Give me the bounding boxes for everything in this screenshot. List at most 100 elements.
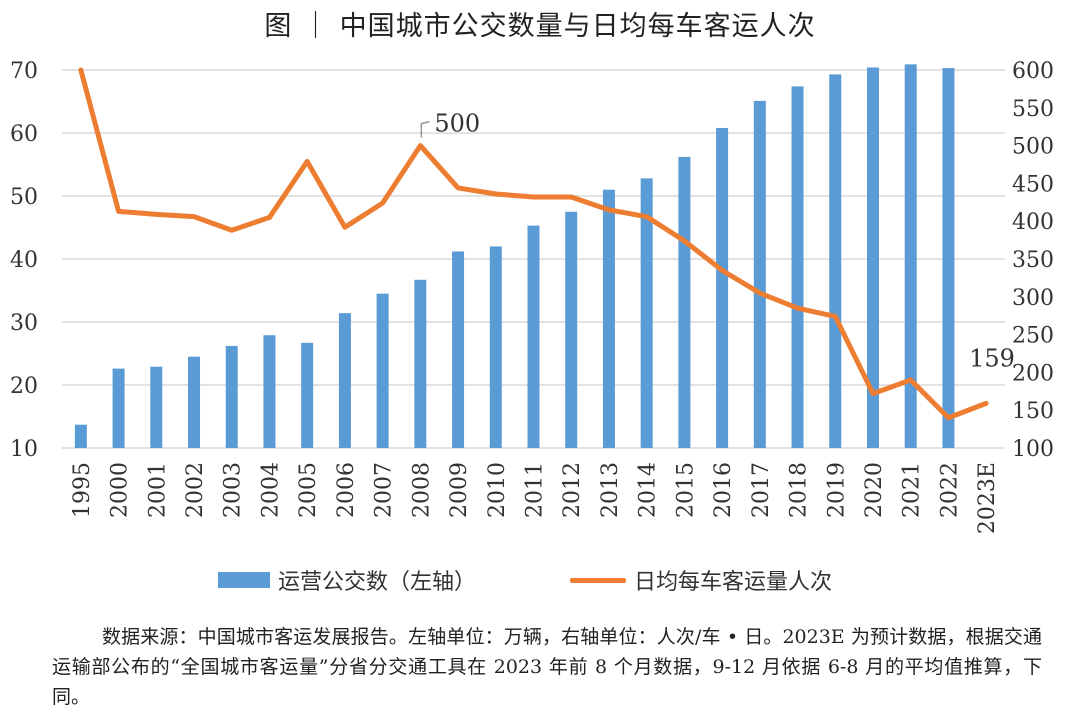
x-tick-label: 2019 xyxy=(824,462,849,518)
line-point xyxy=(984,401,989,406)
line-point xyxy=(380,201,385,206)
bar xyxy=(640,178,653,449)
chart-title: 图 ｜ 中国城市公交数量与日均每车客运人次 xyxy=(264,11,816,42)
x-tick-label: 2021 xyxy=(900,462,925,518)
line-point xyxy=(833,314,838,319)
x-tick-label: 2022 xyxy=(937,462,962,518)
x-tick-label: 2003 xyxy=(221,462,246,518)
line-point xyxy=(192,214,197,219)
bar xyxy=(829,74,842,448)
legend-swatch-line xyxy=(570,577,626,583)
bar xyxy=(942,68,955,449)
x-tick-label: 2018 xyxy=(787,462,812,518)
legend-item-bar: 运营公交数（左轴） xyxy=(218,564,476,596)
line-point xyxy=(456,185,461,190)
x-tick-label: 1995 xyxy=(70,462,95,518)
bar xyxy=(904,64,917,448)
annotation-label: 159 xyxy=(969,344,1015,372)
bar xyxy=(301,342,314,448)
y-left-tick-label: 50 xyxy=(10,185,38,210)
line-point xyxy=(305,159,310,164)
x-tick-label: 2001 xyxy=(145,462,170,518)
y-right-tick-label: 500 xyxy=(1012,135,1054,160)
line-point xyxy=(870,391,875,396)
x-tick-label: 2023E xyxy=(975,462,1000,534)
x-tick-label: 2013 xyxy=(598,462,623,518)
legend-label-line: 日均每车客运量人次 xyxy=(634,570,833,595)
bar xyxy=(188,356,201,448)
y-right-tick-label: 400 xyxy=(1012,210,1054,235)
bar xyxy=(263,335,276,448)
y-left-tick-label: 40 xyxy=(10,248,38,273)
y-right-tick-label: 200 xyxy=(1012,361,1054,386)
y-left-tick-label: 20 xyxy=(10,374,38,399)
bar xyxy=(150,366,163,448)
line-point xyxy=(946,415,951,420)
bar xyxy=(678,156,691,448)
bar xyxy=(716,127,729,449)
bar xyxy=(112,368,125,448)
bar xyxy=(602,189,615,448)
x-tick-label: 2006 xyxy=(334,462,359,518)
x-tick-label: 2000 xyxy=(108,462,133,518)
x-tick-label: 2015 xyxy=(673,462,698,518)
x-tick-label: 2020 xyxy=(862,462,887,518)
x-tick-label: 2016 xyxy=(711,462,736,518)
bar xyxy=(74,424,87,448)
line-point xyxy=(154,212,159,217)
y-right-tick-label: 100 xyxy=(1012,437,1054,462)
line-point xyxy=(569,195,574,200)
line-point xyxy=(720,268,725,273)
line-point xyxy=(229,228,234,233)
y-right-tick-label: 450 xyxy=(1012,172,1054,197)
line-point xyxy=(267,215,272,220)
x-tick-label: 2010 xyxy=(485,462,510,518)
bar xyxy=(225,345,238,448)
x-tick-label: 2011 xyxy=(523,462,548,518)
x-tick-label: 2004 xyxy=(258,462,283,518)
annotation-leader xyxy=(420,120,430,138)
line-point xyxy=(116,209,121,214)
line-point xyxy=(78,68,83,72)
y-left-tick-label: 30 xyxy=(10,311,38,336)
line-point xyxy=(757,291,762,296)
x-tick-label: 2012 xyxy=(560,462,585,518)
bar xyxy=(338,313,351,448)
line-point xyxy=(682,238,687,243)
x-tick-label: 2002 xyxy=(183,462,208,518)
bar xyxy=(452,251,465,448)
bar xyxy=(414,279,427,448)
y-left-tick-label: 70 xyxy=(10,59,38,84)
line-point xyxy=(644,214,649,219)
bar xyxy=(753,100,766,449)
legend-label-bar: 运营公交数（左轴） xyxy=(278,570,477,595)
x-tick-label: 2014 xyxy=(636,462,661,518)
line-point xyxy=(531,195,536,200)
line-point xyxy=(342,225,347,230)
y-right-tick-label: 600 xyxy=(1012,59,1054,84)
x-tick-label: 2017 xyxy=(749,462,774,518)
y-left-tick-label: 60 xyxy=(10,122,38,147)
bar xyxy=(489,246,502,448)
annotation-label: 500 xyxy=(434,110,480,138)
line-point xyxy=(795,306,800,311)
x-tick-label: 2007 xyxy=(372,462,397,518)
x-tick-label: 2008 xyxy=(409,462,434,518)
line-point xyxy=(418,143,423,148)
combo-chart: 10 20 30 40 50 60 70 100 150 200 250 300 350 400 450 50… xyxy=(10,59,1054,534)
line-point xyxy=(493,191,498,196)
y-right-tick-label: 350 xyxy=(1012,248,1054,273)
bar xyxy=(376,293,389,448)
legend-item-line: 日均每车客运量人次 xyxy=(570,564,832,596)
x-tick-label: 2005 xyxy=(296,462,321,518)
y-right-tick-label: 250 xyxy=(1012,324,1054,349)
bar xyxy=(866,67,879,448)
bar xyxy=(565,211,578,448)
y-right-tick-label: 300 xyxy=(1012,286,1054,311)
bar xyxy=(791,86,804,448)
line-point xyxy=(606,207,611,212)
line-point xyxy=(908,377,913,382)
x-tick-label: 2009 xyxy=(447,462,472,518)
bar xyxy=(527,225,540,448)
y-left-tick-label: 10 xyxy=(10,437,38,462)
